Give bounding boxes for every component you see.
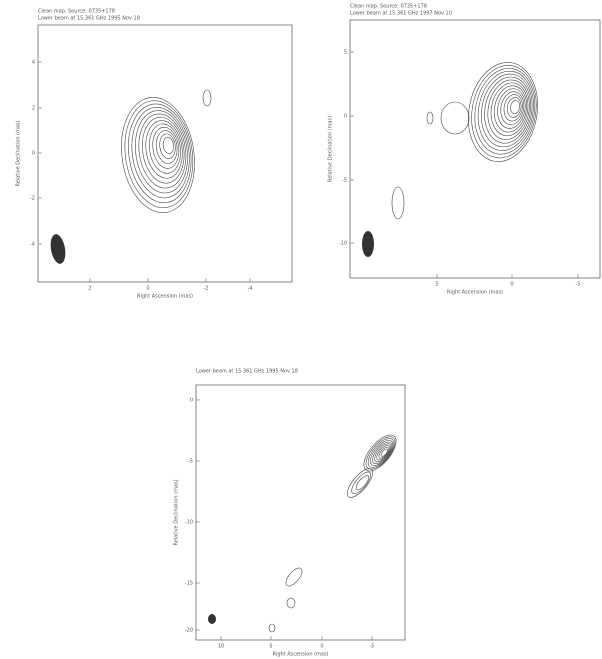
x-tick-label: 0 bbox=[320, 644, 323, 650]
x-tick-label: -5 bbox=[370, 644, 375, 650]
y-tick-label: -10 bbox=[185, 520, 193, 526]
x-tick-label: -4 bbox=[248, 286, 253, 292]
x-tick-label: 2 bbox=[88, 286, 91, 292]
panel-header: Lower beam at 15.361 GHz 1997 Nov 10 bbox=[350, 11, 452, 17]
y-axis-label: Relative Declination (mas) bbox=[16, 120, 22, 186]
y-tick-label: -4 bbox=[30, 242, 35, 248]
x-tick-label: -2 bbox=[204, 286, 209, 292]
x-axis-label: Right Ascension (mas) bbox=[447, 290, 503, 296]
y-axis-label: Relative Declination (mas) bbox=[328, 116, 334, 182]
y-tick-label: 0 bbox=[344, 114, 347, 120]
x-tick-label: 5 bbox=[435, 282, 438, 288]
y-tick-label: 4 bbox=[32, 60, 35, 66]
y-tick-label: -10 bbox=[339, 241, 347, 247]
y-tick-label: 5 bbox=[344, 50, 347, 56]
y-tick-label: -20 bbox=[185, 628, 193, 634]
x-axis-label: Right Ascension (mas) bbox=[272, 652, 328, 658]
panel-header: Clean map. Source: 0735+178 bbox=[350, 4, 427, 10]
y-tick-label: 0 bbox=[32, 151, 35, 157]
y-axis-label: Relative Declination (mas) bbox=[174, 479, 180, 545]
panel-header: Clean map. Source: 0735+178 bbox=[38, 9, 115, 15]
y-tick-label: -2 bbox=[30, 196, 35, 202]
x-tick-label: 10 bbox=[218, 644, 224, 650]
y-tick-label: 2 bbox=[32, 106, 35, 112]
beam bbox=[208, 614, 216, 624]
y-tick-label: -5 bbox=[188, 459, 193, 465]
x-tick-label: -5 bbox=[576, 282, 581, 288]
x-tick-label: 0 bbox=[146, 286, 149, 292]
x-tick-label: 0 bbox=[510, 282, 513, 288]
y-tick-label: -15 bbox=[185, 581, 193, 587]
x-tick-label: 5 bbox=[269, 644, 272, 650]
panel-header: Lower beam at 15.361 GHz 1995 Nov 18 bbox=[196, 369, 298, 375]
y-tick-label: 0 bbox=[190, 398, 193, 404]
x-axis-label: Right Ascension (mas) bbox=[137, 294, 193, 300]
beam bbox=[362, 231, 374, 257]
panel-header: Lower beam at 15.361 GHz 1995 Nov 18 bbox=[38, 16, 140, 22]
figure: Clean map. Source: 0735+178Lower beam at… bbox=[0, 0, 602, 659]
y-tick-label: -5 bbox=[342, 178, 347, 184]
